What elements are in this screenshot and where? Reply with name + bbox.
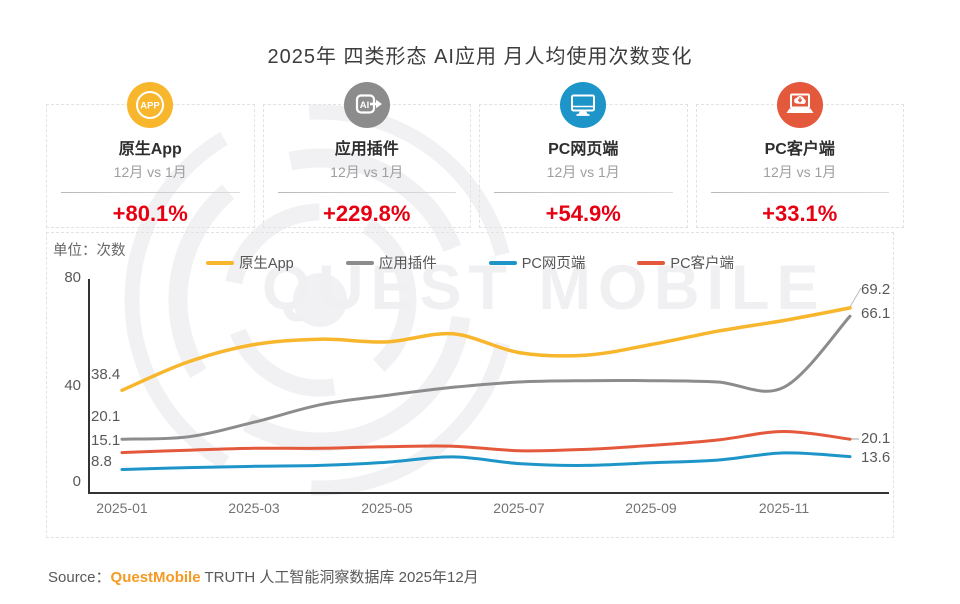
line-chart-panel: 单位：次数 原生App 应用插件 PC网页端 PC客户端 bbox=[46, 232, 894, 538]
card-divider bbox=[277, 192, 456, 193]
svg-text:APP: APP bbox=[140, 101, 160, 112]
card-title: PC网页端 bbox=[548, 141, 619, 158]
card-plugin: AI 应用插件 12月 vs 1月 +229.8% bbox=[262, 82, 471, 228]
x-tick: 2025-09 bbox=[625, 500, 677, 516]
svg-text:AI: AI bbox=[360, 100, 370, 111]
card-change-value: +33.1% bbox=[762, 201, 838, 226]
line-chart bbox=[88, 279, 889, 494]
x-tick: 2025-03 bbox=[228, 500, 280, 516]
card-compare-period: 12月 vs 1月 bbox=[330, 164, 404, 180]
card-change-value: +54.9% bbox=[545, 201, 621, 226]
laptop-download-icon bbox=[776, 82, 823, 128]
card-change-value: +80.1% bbox=[112, 201, 188, 226]
source-rest: TRUTH 人工智能洞察数据库 2025年12月 bbox=[200, 569, 479, 586]
ai-plugin-icon: AI bbox=[343, 82, 390, 128]
card-divider bbox=[494, 192, 673, 193]
series-start-value: 8.8 bbox=[91, 453, 112, 471]
x-tick: 2025-05 bbox=[361, 500, 413, 516]
card-pc-web: PC网页端 12月 vs 1月 +54.9% bbox=[479, 82, 688, 228]
card-pc-client: PC客户端 12月 vs 1月 +33.1% bbox=[695, 82, 904, 228]
x-tick: 2025-01 bbox=[96, 500, 148, 516]
series-end-value: 20.1 bbox=[861, 430, 891, 448]
summary-cards-row: APP 原生App 12月 vs 1月 +80.1% AI 应用插件 12月 v… bbox=[46, 82, 904, 228]
series-line-1 bbox=[120, 314, 852, 441]
legend-label: PC网页端 bbox=[521, 256, 586, 272]
series-line-2 bbox=[120, 451, 852, 471]
series-end-value: 66.1 bbox=[861, 305, 891, 323]
card-title: 原生App bbox=[118, 141, 182, 158]
unit-label: 单位：次数 bbox=[53, 243, 126, 259]
x-tick: 2025-11 bbox=[758, 500, 810, 516]
card-native-app: APP 原生App 12月 vs 1月 +80.1% bbox=[46, 82, 255, 228]
series-start-value: 15.1 bbox=[91, 431, 121, 449]
card-title: PC客户端 bbox=[764, 141, 835, 158]
card-divider bbox=[710, 192, 889, 193]
y-tick-80: 80 bbox=[64, 269, 81, 286]
card-divider bbox=[61, 192, 240, 193]
y-tick-0: 0 bbox=[72, 473, 81, 490]
legend-label: PC客户端 bbox=[670, 256, 735, 272]
series-end-value: 69.2 bbox=[861, 280, 891, 298]
source-brand: QuestMobile bbox=[110, 569, 201, 586]
card-compare-period: 12月 vs 1月 bbox=[546, 164, 620, 180]
source-prefix: Source： bbox=[48, 569, 111, 586]
card-change-value: +229.8% bbox=[323, 201, 411, 226]
label-leader-line bbox=[849, 287, 862, 308]
card-compare-period: 12月 vs 1月 bbox=[763, 164, 837, 180]
card-compare-period: 12月 vs 1月 bbox=[113, 164, 187, 180]
series-line-0 bbox=[120, 306, 852, 393]
monitor-icon bbox=[560, 82, 607, 128]
app-badge-icon: APP bbox=[127, 82, 174, 128]
series-start-value: 20.1 bbox=[91, 408, 121, 426]
card-title: 应用插件 bbox=[334, 141, 399, 158]
series-end-value: 13.6 bbox=[861, 448, 891, 466]
series-start-value: 38.4 bbox=[91, 366, 121, 384]
source-line: Source：QuestMobile TRUTH 人工智能洞察数据库 2025年… bbox=[48, 566, 479, 587]
page-title: 2025年 四类形态 AI应用 月人均使用次数变化 bbox=[267, 46, 693, 68]
legend-item-pc-client: PC客户端 bbox=[637, 252, 734, 273]
series-line-3 bbox=[120, 429, 852, 455]
x-tick: 2025-07 bbox=[493, 500, 545, 516]
legend-line-swatch bbox=[637, 260, 666, 265]
y-tick-40: 40 bbox=[64, 377, 81, 394]
